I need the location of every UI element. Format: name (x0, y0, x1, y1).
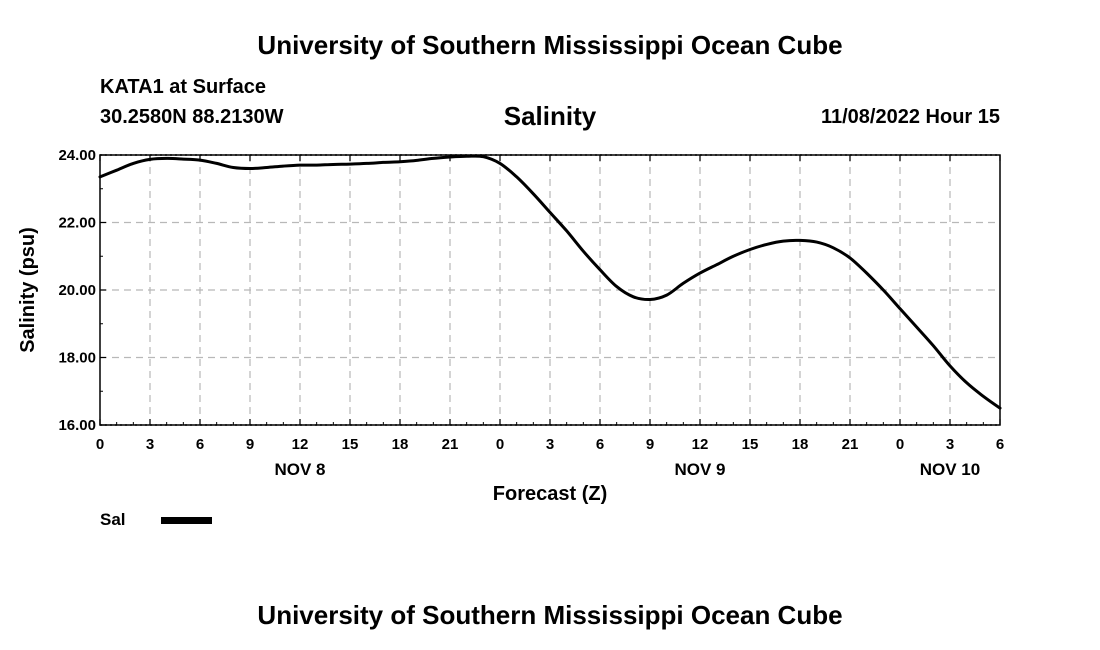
y-axis-label: Salinity (psu) (17, 227, 39, 353)
footer-title: University of Southern Mississippi Ocean… (257, 600, 843, 630)
x-tick-label: 15 (742, 436, 759, 453)
x-tick-label: 21 (842, 436, 859, 453)
y-tick-label: 22.00 (58, 215, 96, 232)
day-label: NOV 8 (274, 460, 325, 479)
x-tick-label: 9 (646, 436, 654, 453)
day-label: NOV 9 (674, 460, 725, 479)
x-tick-label: 3 (946, 436, 954, 453)
x-tick-label: 6 (996, 436, 1004, 453)
x-tick-label: 12 (692, 436, 709, 453)
chart-title: Salinity (503, 101, 597, 131)
x-axis-label: Forecast (Z) (493, 483, 607, 505)
y-tick-label: 16.00 (58, 417, 96, 434)
y-tick-label: 20.00 (58, 282, 96, 299)
x-tick-label: 21 (442, 436, 459, 453)
legend-swatch (161, 517, 212, 524)
x-tick-label: 0 (496, 436, 504, 453)
station-name: KATA1 at Surface (100, 76, 266, 98)
x-tick-label: 3 (546, 436, 554, 453)
x-tick-label: 18 (392, 436, 409, 453)
x-tick-label: 6 (596, 436, 604, 453)
legend-label: Sal (100, 510, 126, 529)
x-tick-label: 0 (896, 436, 904, 453)
x-tick-label: 12 (292, 436, 309, 453)
chart-timestamp: 11/08/2022 Hour 15 (820, 106, 1000, 128)
x-tick-label: 3 (146, 436, 154, 453)
y-tick-label: 18.00 (58, 350, 96, 367)
axes: 0 3 6 9 12 15 18 21 0 3 6 9 12 15 18 21 0 3 6 NOV 8 NOV 9 NOV… (58, 147, 1004, 479)
day-label: NOV 10 (920, 460, 980, 479)
header-title: University of Southern Mississippi Ocean… (257, 30, 843, 60)
x-tick-label: 9 (246, 436, 254, 453)
station-coordinates: 30.2580N 88.2130W (100, 106, 284, 128)
y-tick-label: 24.00 (58, 147, 96, 164)
series-line-sal (98, 154, 1002, 410)
x-tick-label: 15 (342, 436, 359, 453)
grid-lines (100, 154, 1000, 426)
x-tick-label: 6 (196, 436, 204, 453)
x-tick-label: 0 (96, 436, 104, 453)
x-tick-label: 18 (792, 436, 809, 453)
